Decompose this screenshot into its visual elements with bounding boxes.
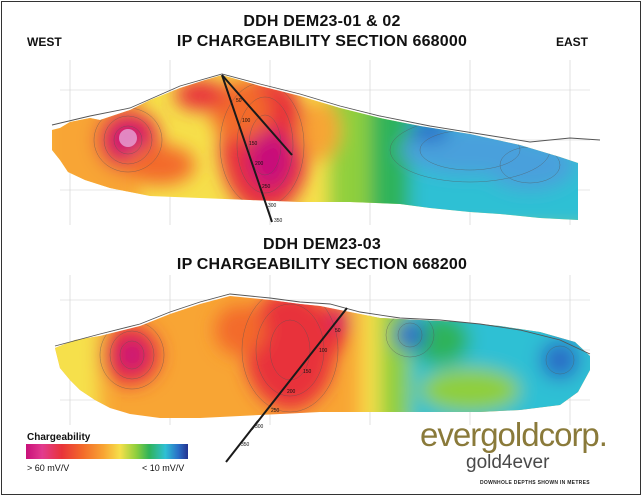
depth-label: 50 xyxy=(236,98,242,104)
depth-label: 150 xyxy=(303,369,312,375)
depth-label: 300 xyxy=(268,203,277,209)
legend-low-label: < 10 mV/V xyxy=(142,463,185,473)
depth-label: 100 xyxy=(319,348,328,354)
section2-title-line2: IP CHARGEABILITY SECTION 668200 xyxy=(176,256,468,273)
east-label: EAST xyxy=(556,35,589,49)
depth-label: 350 xyxy=(274,218,283,224)
section2-topography-line xyxy=(54,293,591,355)
section1-title-line1: DDH DEM23-01 & 02 xyxy=(243,13,401,30)
section1-chargeability-plot: 50 100 150 200 250 300 350 xyxy=(51,60,601,225)
section2-chargeability-plot: 50 100 150 200 250 300 xyxy=(54,275,591,430)
section1-title-line2: IP CHARGEABILITY SECTION 668000 xyxy=(176,33,468,50)
section1-topography-line xyxy=(51,73,601,143)
depth-label: 200 xyxy=(255,161,264,167)
logo-main-text: evergoldcorp. xyxy=(420,416,608,453)
west-label: WEST xyxy=(27,35,62,49)
depth-label: 300 xyxy=(255,424,264,430)
depth-label: 350 xyxy=(241,442,250,448)
depth-label: 100 xyxy=(242,118,251,124)
legend-title: Chargeability xyxy=(27,432,91,443)
depth-label: 50 xyxy=(335,328,341,334)
drillhole-dem23-03 xyxy=(249,307,348,430)
drillhole-dem23-01 xyxy=(221,74,273,223)
section2-title-line1: DDH DEM23-03 xyxy=(263,236,381,253)
evergold-logo: evergoldcorp. gold4ever xyxy=(420,417,630,473)
depth-label: 250 xyxy=(262,184,271,190)
depth-label: 250 xyxy=(271,408,280,414)
drillhole-dem23-02 xyxy=(221,74,293,156)
depth-label: 200 xyxy=(287,389,296,395)
footnote: DOWNHOLE DEPTHS SHOWN IN METRES xyxy=(480,480,590,486)
depth-label: 150 xyxy=(249,141,258,147)
legend-high-label: > 60 mV/V xyxy=(27,463,70,473)
legend-color-bar xyxy=(26,444,188,459)
logo-tagline: gold4ever xyxy=(466,452,550,473)
